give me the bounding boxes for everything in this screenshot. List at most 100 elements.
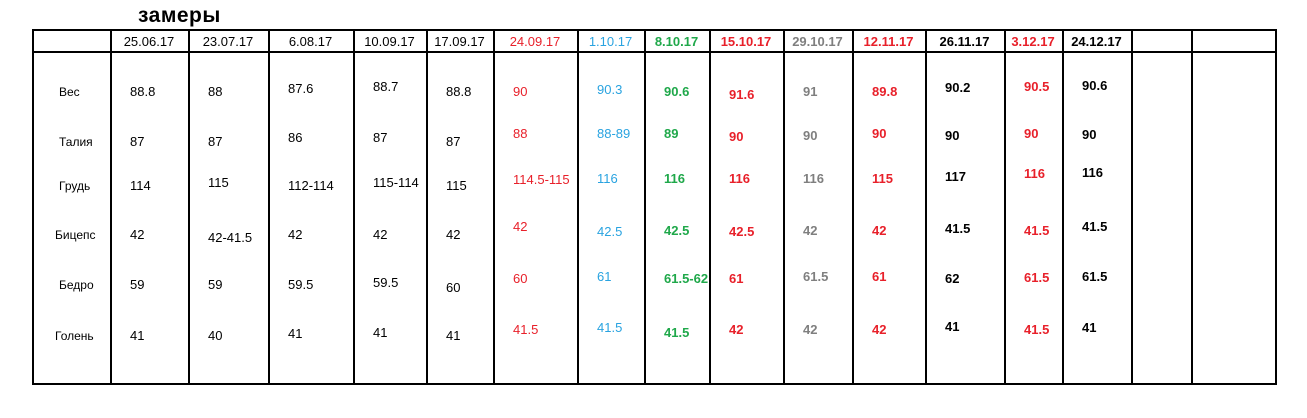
- table-cell: 41: [288, 326, 303, 341]
- table-cell: 90: [872, 126, 887, 141]
- table-cell: 90.3: [597, 82, 623, 97]
- table-cell: 62: [945, 271, 960, 286]
- table-cell: 41.5: [597, 320, 623, 335]
- table-cell: 41.5: [1024, 223, 1050, 238]
- table-cell: 88.7: [373, 79, 399, 94]
- table-cell: 115-114: [373, 175, 419, 190]
- column-header-date: 8.10.17: [654, 34, 699, 49]
- table-cell: 90.2: [945, 80, 971, 95]
- table-cell: 60: [446, 280, 461, 295]
- table-border-vertical: [709, 29, 711, 385]
- column-header-date: 23.07.17: [202, 34, 254, 49]
- table-cell: 90: [513, 84, 528, 99]
- table-border-vertical: [353, 29, 355, 385]
- row-label: Вес: [59, 85, 80, 99]
- column-header-date: 10.09.17: [364, 34, 415, 49]
- table-cell: 42: [373, 227, 388, 242]
- table-cell: 41: [1082, 320, 1097, 335]
- row-label: Талия: [59, 135, 93, 149]
- table-border-vertical: [644, 29, 646, 385]
- table-cell: 88.8: [130, 84, 156, 99]
- table-cell: 112-114: [288, 178, 334, 193]
- column-header-date: 1.10.17: [588, 34, 633, 49]
- table-border-vertical: [110, 29, 112, 385]
- table-cell: 60: [513, 271, 528, 286]
- table-cell: 41.5: [664, 325, 690, 340]
- table-cell: 89: [664, 126, 679, 141]
- table-cell: 61: [597, 269, 612, 284]
- table-cell: 115: [208, 175, 229, 190]
- table-cell: 41: [373, 325, 388, 340]
- table-cell: 90.6: [1082, 78, 1108, 93]
- table-border-vertical: [1062, 29, 1064, 385]
- table-cell: 41: [446, 328, 461, 343]
- table-cell: 116: [1024, 166, 1045, 181]
- table-cell: 90: [945, 128, 960, 143]
- table-cell: 116: [664, 171, 685, 186]
- table-border-vertical: [1275, 29, 1277, 385]
- column-header-date: 6.08.17: [288, 34, 333, 49]
- table-cell: 42: [130, 227, 145, 242]
- column-header-date: 26.11.17: [939, 34, 990, 49]
- column-header-date: 25.06.17: [123, 34, 175, 49]
- row-label: Грудь: [59, 179, 91, 193]
- table-border-vertical: [1004, 29, 1006, 385]
- table-cell: 114.5-115: [513, 172, 570, 187]
- table-cell: 42: [803, 223, 818, 238]
- table-cell: 61: [729, 271, 744, 286]
- table-cell: 41: [945, 319, 960, 334]
- table-cell: 40: [208, 328, 223, 343]
- table-cell: 87: [130, 134, 145, 149]
- column-header-date: 15.10.17: [720, 34, 772, 49]
- table-cell: 116: [1082, 165, 1103, 180]
- column-header-date: 3.12.17: [1011, 34, 1055, 49]
- table-cell: 87: [208, 134, 223, 149]
- table-cell: 42.5: [664, 223, 690, 238]
- page-title: замеры: [138, 4, 221, 27]
- table-cell: 90.6: [664, 84, 690, 99]
- table-cell: 88-89: [597, 126, 631, 141]
- table-cell: 115: [446, 178, 467, 193]
- table-border-vertical: [1131, 29, 1133, 385]
- column-header-date: 12.11.17: [863, 34, 914, 49]
- column-header-date: 24.12.17: [1071, 34, 1122, 49]
- column-header-date: 29.10.17: [792, 34, 843, 49]
- table-cell: 90.5: [1024, 79, 1050, 94]
- table-cell: 87.6: [288, 81, 314, 96]
- column-header-date: 17.09.17: [434, 34, 485, 49]
- table-cell: 42: [872, 322, 887, 337]
- table-cell: 42: [872, 223, 887, 238]
- table-cell: 88: [513, 126, 528, 141]
- table-cell: 42: [288, 227, 303, 242]
- table-border-vertical: [188, 29, 190, 385]
- table-border-vertical: [783, 29, 785, 385]
- table-cell: 61: [872, 269, 887, 284]
- table-border-vertical: [1191, 29, 1193, 385]
- table-cell: 61.5: [1024, 270, 1050, 285]
- row-label: Бицепс: [55, 228, 96, 242]
- table-cell: 87: [373, 130, 388, 145]
- table-cell: 61.5-62: [664, 271, 709, 286]
- table-cell: 90: [1024, 126, 1039, 141]
- table-cell: 88.8: [446, 84, 472, 99]
- column-header-date: 24.09.17: [509, 34, 561, 49]
- table-cell: 114: [130, 178, 151, 193]
- row-label: Голень: [55, 329, 94, 343]
- table-cell: 41.5: [1082, 219, 1108, 234]
- table-cell: 59: [208, 277, 223, 292]
- table-border-vertical: [925, 29, 927, 385]
- table-cell: 41.5: [1024, 322, 1050, 337]
- table-cell: 61.5: [1082, 269, 1108, 284]
- table-border-horizontal: [32, 29, 1277, 31]
- table-border-vertical: [32, 29, 34, 385]
- table-cell: 116: [803, 171, 824, 186]
- table-border-vertical: [493, 29, 495, 385]
- table-cell: 42: [446, 227, 461, 242]
- table-cell: 42: [803, 322, 818, 337]
- table-cell: 41: [130, 328, 145, 343]
- table-cell: 42.5: [729, 224, 755, 239]
- table-cell: 59: [130, 277, 145, 292]
- table-cell: 116: [597, 171, 618, 186]
- table-border-vertical: [268, 29, 270, 385]
